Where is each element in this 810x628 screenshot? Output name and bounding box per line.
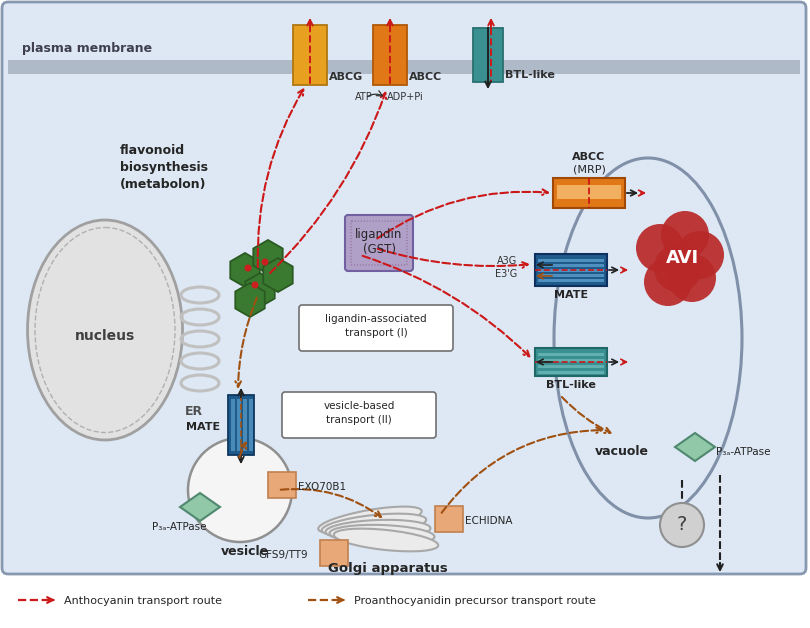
- Bar: [231, 399, 235, 451]
- FancyBboxPatch shape: [2, 2, 806, 574]
- Bar: [535, 348, 607, 376]
- Bar: [249, 399, 253, 451]
- Bar: [320, 540, 348, 566]
- Ellipse shape: [330, 525, 434, 545]
- Polygon shape: [263, 258, 292, 292]
- FancyBboxPatch shape: [299, 305, 453, 351]
- Ellipse shape: [326, 520, 430, 540]
- Bar: [228, 395, 254, 455]
- Text: E3'G: E3'G: [495, 269, 518, 279]
- Polygon shape: [245, 273, 275, 307]
- Ellipse shape: [334, 529, 438, 551]
- Text: nucleus: nucleus: [75, 329, 135, 343]
- Bar: [473, 28, 503, 82]
- Ellipse shape: [318, 507, 422, 533]
- Bar: [538, 371, 604, 374]
- Text: flavonoid
biosynthesis
(metabolon): flavonoid biosynthesis (metabolon): [120, 144, 208, 191]
- Bar: [435, 506, 463, 532]
- Text: AVI: AVI: [666, 249, 698, 267]
- Circle shape: [188, 438, 292, 542]
- Text: vesicle-based: vesicle-based: [323, 401, 394, 411]
- FancyBboxPatch shape: [282, 392, 436, 438]
- Bar: [538, 274, 604, 277]
- Bar: [293, 25, 327, 85]
- Bar: [538, 279, 604, 282]
- Circle shape: [660, 503, 704, 547]
- Bar: [268, 472, 296, 498]
- Circle shape: [676, 231, 724, 279]
- Bar: [557, 185, 621, 199]
- Text: ligandin: ligandin: [356, 228, 403, 241]
- Bar: [553, 178, 625, 208]
- Bar: [237, 399, 241, 451]
- Ellipse shape: [322, 514, 426, 536]
- Text: ER: ER: [185, 405, 203, 418]
- Text: transport (I): transport (I): [344, 328, 407, 338]
- Bar: [243, 399, 247, 451]
- Text: (GST): (GST): [363, 243, 395, 256]
- Text: Golgi apparatus: Golgi apparatus: [328, 562, 448, 575]
- Ellipse shape: [28, 220, 182, 440]
- Text: EXO70B1: EXO70B1: [298, 482, 346, 492]
- Text: MATE: MATE: [554, 290, 588, 300]
- Circle shape: [654, 244, 702, 292]
- Circle shape: [668, 254, 716, 302]
- Bar: [8, 60, 800, 74]
- Text: ABCG: ABCG: [329, 72, 363, 82]
- Bar: [538, 269, 604, 272]
- Text: P₃ₐ-ATPase: P₃ₐ-ATPase: [716, 447, 770, 457]
- Text: ADP+Pi: ADP+Pi: [387, 92, 424, 102]
- Polygon shape: [675, 433, 715, 461]
- Circle shape: [636, 224, 684, 272]
- Polygon shape: [230, 253, 260, 287]
- Circle shape: [644, 258, 692, 306]
- Text: BTL-like: BTL-like: [505, 70, 555, 80]
- Text: ligandin-associated: ligandin-associated: [325, 314, 427, 324]
- Text: vacuole: vacuole: [595, 445, 649, 458]
- Circle shape: [251, 281, 258, 288]
- Text: BTL-like: BTL-like: [546, 380, 596, 390]
- Bar: [538, 359, 604, 362]
- Circle shape: [262, 259, 268, 266]
- Circle shape: [661, 211, 709, 259]
- Polygon shape: [180, 493, 220, 521]
- Text: A3G: A3G: [497, 256, 518, 266]
- Bar: [538, 353, 604, 356]
- Polygon shape: [254, 240, 283, 274]
- Circle shape: [245, 264, 251, 271]
- Text: Anthocyanin transport route: Anthocyanin transport route: [64, 596, 222, 606]
- Text: plasma membrane: plasma membrane: [22, 42, 152, 55]
- Text: P₃ₐ-ATPase: P₃ₐ-ATPase: [152, 522, 207, 532]
- Text: transport (II): transport (II): [326, 415, 392, 425]
- Text: ABCC: ABCC: [573, 152, 606, 162]
- Text: ABCC: ABCC: [409, 72, 442, 82]
- Bar: [535, 254, 607, 286]
- FancyBboxPatch shape: [345, 215, 413, 271]
- Text: ?: ?: [677, 516, 687, 534]
- Text: vesicle: vesicle: [221, 545, 269, 558]
- Bar: [538, 264, 604, 267]
- Text: MATE: MATE: [186, 422, 220, 432]
- Bar: [538, 365, 604, 368]
- Text: Proanthocyanidin precursor transport route: Proanthocyanidin precursor transport rou…: [354, 596, 596, 606]
- Polygon shape: [235, 283, 265, 317]
- Bar: [373, 25, 407, 85]
- Text: ATP: ATP: [355, 92, 373, 102]
- Text: (MRP): (MRP): [573, 164, 605, 174]
- Text: GFS9/TT9: GFS9/TT9: [258, 550, 308, 560]
- Text: ECHIDNA: ECHIDNA: [465, 516, 513, 526]
- Bar: [538, 259, 604, 262]
